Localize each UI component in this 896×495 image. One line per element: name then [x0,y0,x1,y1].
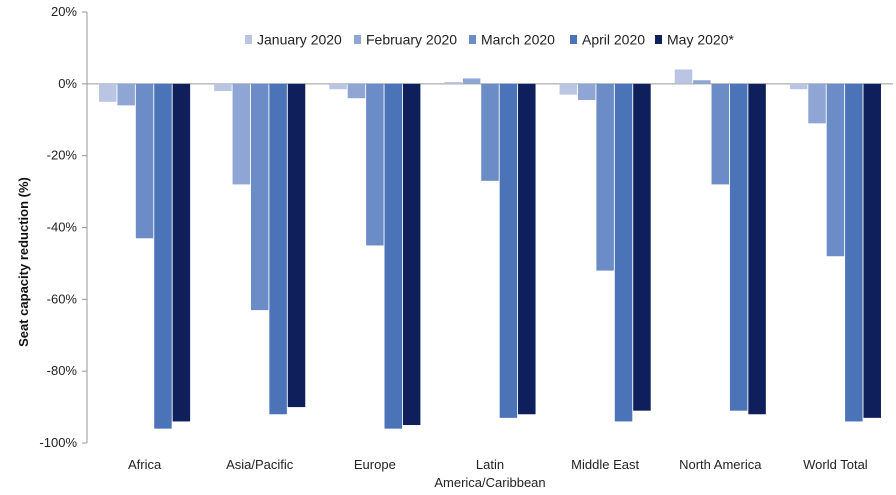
y-tick-label: -60% [47,291,78,306]
legend-label-1: January 2020 [257,32,342,48]
bar-4-5 [614,83,633,422]
x-tick-label: World Total [803,457,868,472]
bar-1-4 [444,82,462,84]
bar-4-6 [729,83,748,411]
bar-3-1 [135,83,154,239]
bar-5-1 [172,83,191,422]
bar-2-2 [232,83,251,185]
x-tick-label: Middle East [571,457,639,472]
bar-5-7 [863,83,881,418]
legend-swatch-3 [469,35,476,44]
legend-swatch-2 [354,35,361,44]
bar-3-2 [250,83,269,311]
legend-label-3: March 2020 [481,32,555,48]
bar-5-4 [518,83,536,415]
bar-1-3 [329,83,347,90]
bar-3-7 [826,83,845,257]
bar-4-2 [269,83,287,415]
x-tick-label: North America [679,457,762,472]
bar-5-5 [633,83,651,411]
bar-4-4 [499,83,518,418]
bar-3-3 [366,83,384,246]
bar-2-5 [577,83,596,100]
legend-label-4: April 2020 [582,32,645,48]
x-tick-label: America/Caribbean [434,475,545,490]
bar-1-2 [214,83,232,92]
bar-2-1 [117,83,135,106]
bar-4-1 [154,83,172,429]
bar-5-2 [287,83,306,408]
bar-3-6 [711,83,730,185]
bar-2-6 [693,80,711,84]
x-tick-label: Europe [354,457,396,472]
y-axis-label: Seat capacity reduction (%) [16,177,31,347]
bar-1-5 [559,83,578,95]
legend-swatch-5 [655,35,662,44]
y-tick-label: -40% [47,220,78,235]
legend-label-2: February 2020 [366,32,457,48]
y-tick-label: 20% [51,4,77,19]
bar-2-7 [808,83,826,124]
bars-group [99,69,881,429]
bar-1-7 [789,83,808,90]
legend-label-5: May 2020* [667,32,734,48]
bar-2-4 [462,78,481,84]
bar-5-3 [402,83,421,426]
bar-4-7 [845,83,863,422]
x-tick-label: Latin [476,457,504,472]
y-tick-label: -20% [47,148,78,163]
legend-swatch-4 [570,35,577,44]
bar-2-3 [347,83,366,99]
bar-1-1 [99,83,117,102]
bar-5-6 [748,83,766,415]
y-tick-label: -100% [39,435,77,450]
y-tick-label: -80% [47,363,78,378]
x-tick-label: Africa [128,457,162,472]
x-tick-label: Asia/Pacific [226,457,294,472]
axes-group: 20% 0% -20% -40% -60% -80% -100% Africa Asia/Pac… [39,4,893,490]
bar-3-5 [596,83,614,271]
legend: January 2020 February 2020 March 2020 April… [245,32,734,48]
bar-3-4 [481,83,499,181]
y-tick-label: 0% [58,76,77,91]
legend-swatch-1 [245,35,252,44]
bar-1-6 [674,69,693,84]
bar-4-3 [384,83,403,429]
